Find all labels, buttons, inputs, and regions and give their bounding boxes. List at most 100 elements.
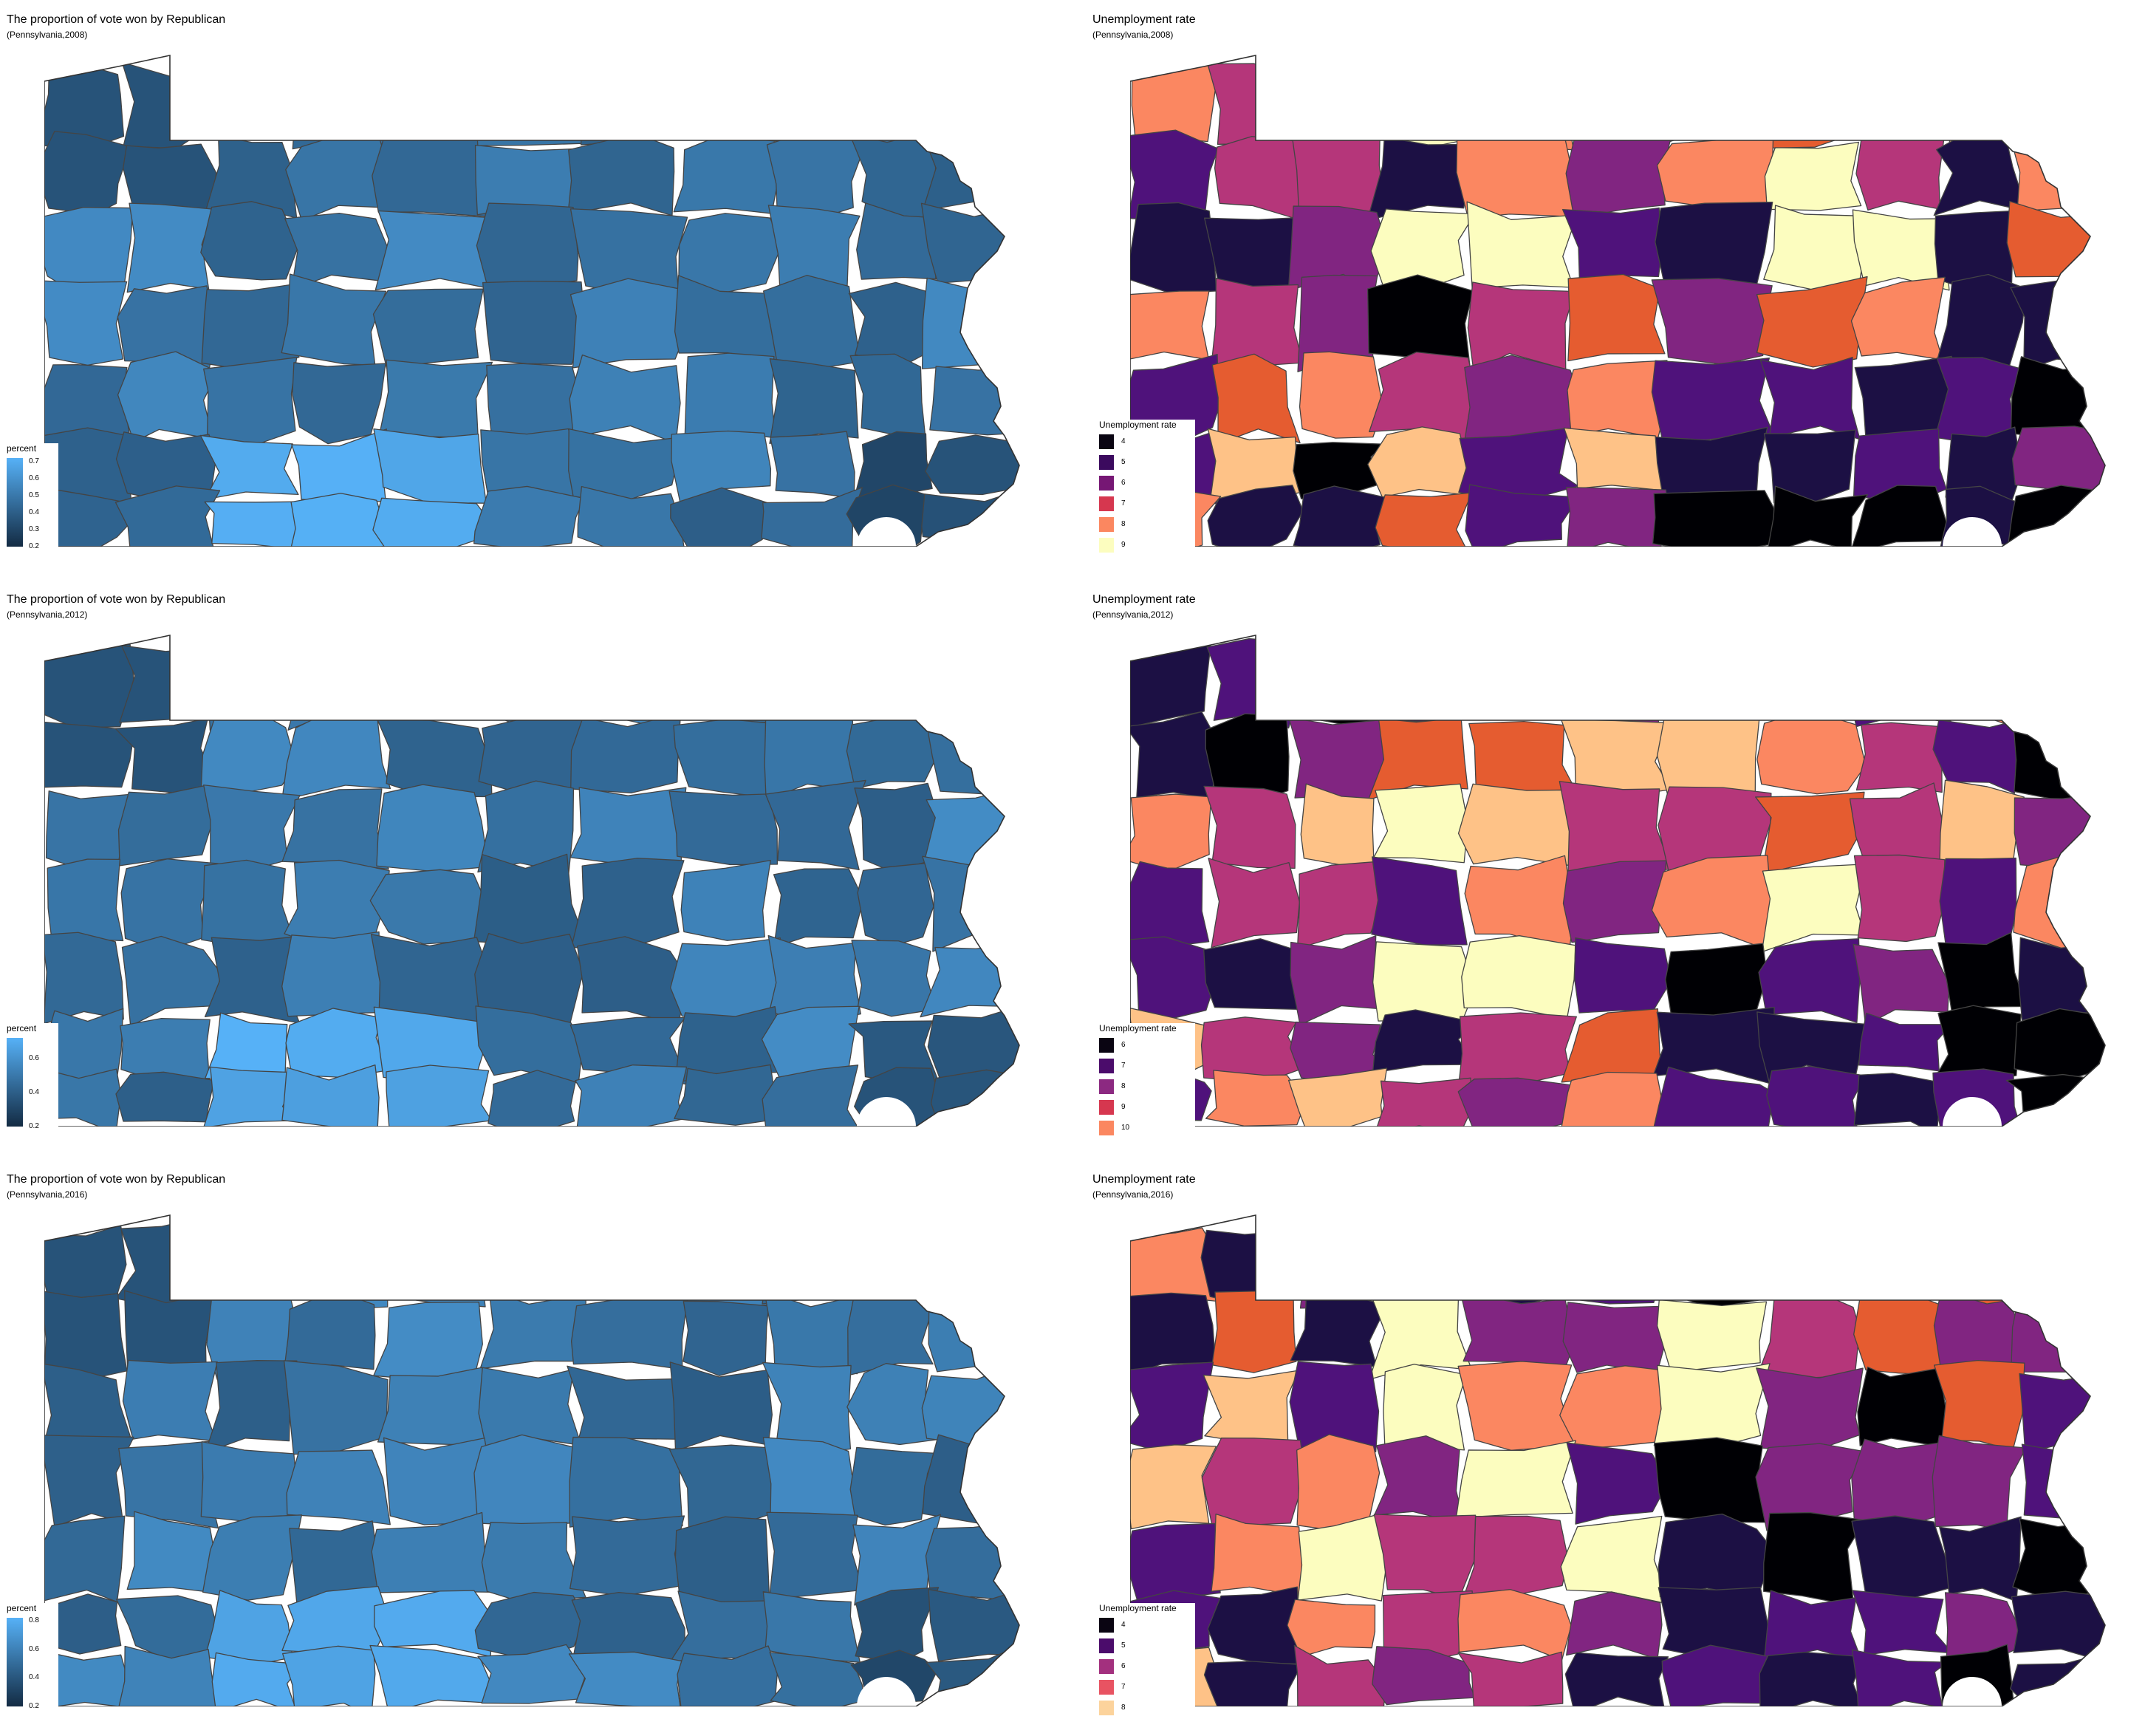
- legend-tick-label: 0.7: [29, 457, 39, 465]
- county-region: [1370, 208, 1476, 290]
- county-region: [1559, 1365, 1672, 1450]
- county-region: [1651, 1066, 1775, 1127]
- county-region: [680, 859, 771, 941]
- county-region: [292, 362, 386, 445]
- county-region: [373, 1301, 483, 1381]
- legend-swatch: [1099, 538, 1114, 553]
- county-region: [1560, 1515, 1670, 1605]
- county-region: [930, 1069, 1019, 1127]
- county-region: [199, 434, 299, 500]
- county-region: [1203, 785, 1296, 869]
- county-region: [1288, 1220, 1388, 1309]
- county-region: [490, 1215, 586, 1297]
- county-region: [1130, 1361, 1214, 1452]
- county-region: [2011, 1590, 2105, 1664]
- county-region: [1656, 129, 1774, 210]
- county-region: [201, 859, 298, 949]
- county-region: [2010, 274, 2105, 371]
- legend-item-label: 8: [1121, 520, 1126, 528]
- county-region: [773, 868, 864, 948]
- county-region: [1203, 938, 1305, 1011]
- county-region: [1287, 63, 1375, 145]
- county-region: [1465, 484, 1579, 547]
- county-region: [857, 863, 934, 946]
- county-region: [847, 1289, 940, 1376]
- panel-subtitle: (Pennsylvania,2016): [1092, 1189, 1174, 1200]
- county-region: [282, 1645, 376, 1706]
- county-region: [1933, 1359, 2025, 1451]
- legend-tick-label: 0.4: [29, 1087, 39, 1096]
- county-region: [567, 638, 675, 731]
- county-region: [2021, 1443, 2105, 1520]
- county-region: [1130, 290, 1210, 360]
- county-map: [44, 52, 1034, 547]
- county-region: [1766, 1065, 1867, 1127]
- county-region: [854, 431, 933, 499]
- county-region: [1130, 936, 1219, 1023]
- county-region: [376, 784, 489, 872]
- county-region: [290, 493, 384, 547]
- legend-item-label: 5: [1121, 1641, 1126, 1650]
- county-region: [569, 354, 681, 444]
- legend-swatch: [1099, 1059, 1114, 1073]
- county-region: [372, 497, 492, 547]
- county-region: [1759, 1219, 1864, 1302]
- county-region: [47, 858, 124, 943]
- county-region: [1855, 722, 1953, 793]
- county-region: [372, 130, 490, 217]
- county-region: [1764, 141, 1862, 211]
- county-region: [122, 1359, 218, 1442]
- legend: percent 0.7 0.6 0.5 0.4 0.3 0.2: [7, 443, 58, 561]
- county-region: [1656, 711, 1760, 799]
- county-region: [121, 58, 203, 149]
- county-region: [761, 487, 863, 547]
- county-region: [1205, 1070, 1307, 1127]
- legend-swatch: [1099, 1038, 1114, 1053]
- legend-tick-label: 0.8: [29, 1616, 39, 1624]
- county-region: [762, 1361, 852, 1455]
- county-region: [44, 279, 128, 366]
- panel-subtitle: (Pennsylvania,2012): [7, 609, 88, 620]
- county-region: [1130, 1523, 1221, 1601]
- legend-item-label: 8: [1121, 1082, 1126, 1090]
- county-region: [925, 714, 1019, 795]
- county-region: [287, 635, 391, 731]
- legend-item-label: 9: [1121, 1103, 1126, 1111]
- county-region: [200, 709, 297, 797]
- county-region: [1207, 485, 1304, 547]
- panel-title: The proportion of vote won by Republican: [7, 593, 226, 606]
- county-region: [1131, 56, 1221, 143]
- county-region: [126, 202, 215, 293]
- county-region: [1853, 854, 1946, 943]
- county-region: [2009, 135, 2105, 212]
- county-region: [377, 1367, 492, 1446]
- county-region: [206, 61, 302, 139]
- legend-item-label: 7: [1121, 1683, 1126, 1691]
- county-region: [1296, 1434, 1381, 1531]
- county-region: [1366, 274, 1474, 366]
- county-region: [1287, 1599, 1376, 1658]
- legend-item-label: 10: [1121, 1124, 1130, 1132]
- county-region: [1293, 1644, 1386, 1706]
- county-region: [206, 637, 287, 731]
- county-region: [1455, 1440, 1576, 1519]
- legend-swatch: [1099, 1079, 1114, 1094]
- map-cutout: [1943, 1097, 2002, 1127]
- county-region: [1208, 858, 1301, 949]
- county-region: [764, 779, 866, 871]
- panel-subtitle: (Pennsylvania,2008): [7, 30, 88, 40]
- county-region: [668, 790, 779, 866]
- county-region: [1296, 643, 1372, 729]
- county-region: [1299, 351, 1384, 439]
- county-region: [2007, 646, 2105, 725]
- county-region: [1566, 1591, 1663, 1660]
- county-region: [673, 136, 779, 214]
- legend-swatch: [1099, 1659, 1114, 1674]
- county-region: [922, 133, 1019, 220]
- county-region: [2013, 855, 2105, 950]
- county-region: [2012, 1518, 2105, 1603]
- county-region: [569, 278, 690, 369]
- county-region: [851, 940, 937, 1017]
- county-region: [379, 359, 493, 439]
- county-region: [1374, 1435, 1465, 1525]
